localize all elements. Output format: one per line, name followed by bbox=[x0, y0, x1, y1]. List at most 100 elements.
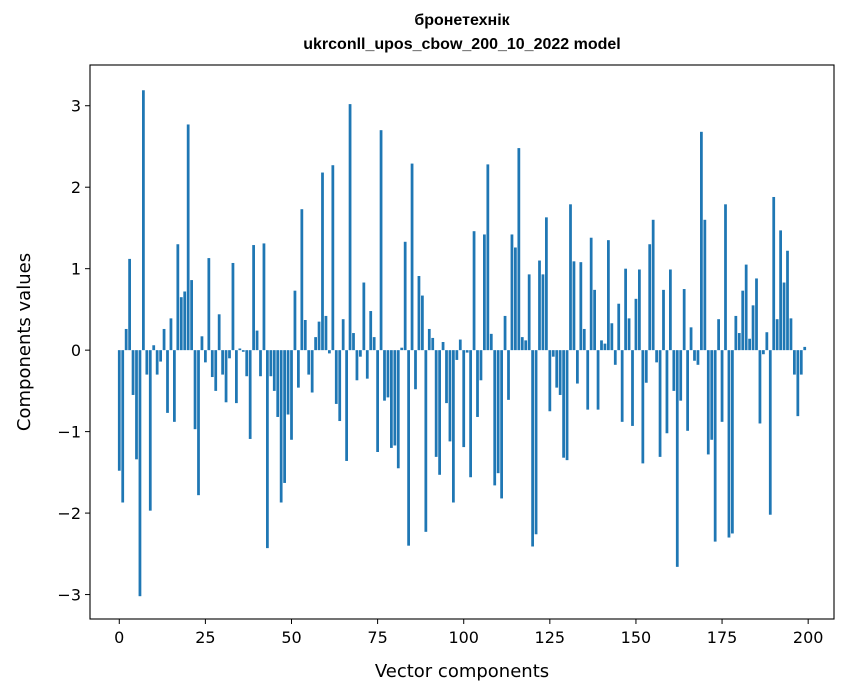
bar bbox=[541, 274, 545, 351]
bar bbox=[479, 350, 483, 381]
bar bbox=[782, 282, 786, 351]
bar bbox=[679, 350, 683, 401]
bar bbox=[644, 350, 648, 383]
bar bbox=[572, 261, 576, 351]
bar bbox=[248, 350, 252, 439]
bar bbox=[393, 350, 397, 446]
bar bbox=[565, 350, 569, 461]
bar bbox=[727, 350, 731, 538]
bar bbox=[634, 298, 638, 351]
bar bbox=[379, 130, 383, 351]
bar bbox=[362, 282, 366, 351]
bar bbox=[241, 350, 245, 352]
bar bbox=[441, 342, 445, 351]
bar bbox=[496, 350, 500, 474]
bar bbox=[689, 327, 693, 351]
bar bbox=[407, 350, 410, 546]
bar bbox=[483, 234, 486, 351]
bar bbox=[641, 350, 645, 464]
bar bbox=[290, 350, 293, 440]
x-tick-label: 25 bbox=[195, 628, 215, 647]
bar bbox=[176, 244, 180, 351]
bar bbox=[186, 124, 190, 351]
bar bbox=[427, 328, 431, 351]
bar bbox=[731, 350, 734, 534]
bar bbox=[155, 350, 159, 375]
y-tick-label: −2 bbox=[57, 504, 81, 523]
y-tick-label: 3 bbox=[71, 97, 81, 116]
bar bbox=[593, 289, 596, 351]
bar bbox=[142, 90, 145, 351]
bar bbox=[138, 350, 142, 597]
bar bbox=[582, 328, 586, 351]
bar bbox=[775, 319, 779, 351]
bar bbox=[503, 315, 507, 351]
bar bbox=[724, 204, 727, 351]
bar bbox=[458, 339, 462, 351]
bar bbox=[348, 104, 352, 351]
bar bbox=[369, 311, 373, 351]
bar bbox=[517, 148, 521, 351]
bar bbox=[579, 262, 583, 351]
bar bbox=[469, 350, 472, 478]
bar bbox=[507, 350, 510, 400]
bar bbox=[204, 350, 207, 363]
y-axis: −3 −2 −1 0 1 2 3 bbox=[57, 97, 90, 605]
bar bbox=[551, 350, 555, 357]
bar bbox=[214, 350, 218, 391]
bar bbox=[455, 350, 459, 360]
chart-title: бронетехнік bbox=[414, 12, 510, 29]
bar bbox=[613, 350, 617, 365]
bar bbox=[617, 303, 621, 351]
bar bbox=[793, 350, 796, 375]
bar bbox=[331, 165, 335, 351]
bar bbox=[128, 258, 131, 351]
bar bbox=[717, 319, 720, 351]
bar bbox=[235, 350, 238, 404]
bar bbox=[310, 350, 314, 393]
bar bbox=[328, 350, 331, 354]
bar bbox=[224, 350, 228, 403]
bar bbox=[624, 268, 627, 351]
bar bbox=[365, 350, 369, 379]
bar bbox=[345, 350, 348, 461]
bar bbox=[586, 350, 590, 410]
bar bbox=[424, 350, 428, 532]
x-tick-label: 75 bbox=[367, 628, 387, 647]
bar bbox=[737, 333, 741, 351]
bar bbox=[438, 350, 441, 475]
bar bbox=[414, 350, 417, 390]
bar bbox=[169, 318, 173, 351]
bar bbox=[283, 350, 286, 483]
bar bbox=[658, 350, 662, 457]
bar bbox=[276, 350, 280, 417]
bar bbox=[417, 276, 421, 351]
bar bbox=[589, 237, 593, 351]
bar bbox=[765, 332, 769, 351]
bar bbox=[434, 350, 438, 457]
bar bbox=[148, 350, 152, 511]
bar bbox=[145, 350, 149, 375]
bar bbox=[183, 291, 187, 351]
bar bbox=[324, 315, 328, 351]
bar bbox=[651, 219, 655, 351]
bar bbox=[669, 269, 672, 351]
bar bbox=[648, 244, 652, 351]
bar bbox=[179, 297, 183, 351]
bar bbox=[538, 260, 541, 351]
bar bbox=[672, 350, 676, 391]
bar bbox=[779, 230, 782, 351]
bar bbox=[603, 343, 607, 351]
bar bbox=[751, 305, 755, 351]
bar bbox=[131, 350, 135, 395]
bar bbox=[686, 350, 689, 431]
bar bbox=[121, 350, 125, 503]
bar bbox=[768, 350, 772, 515]
bar bbox=[314, 337, 317, 351]
bar bbox=[193, 350, 197, 430]
bar bbox=[607, 240, 610, 351]
bar bbox=[376, 350, 379, 452]
bar bbox=[755, 278, 758, 351]
plot-frame bbox=[89, 64, 835, 620]
